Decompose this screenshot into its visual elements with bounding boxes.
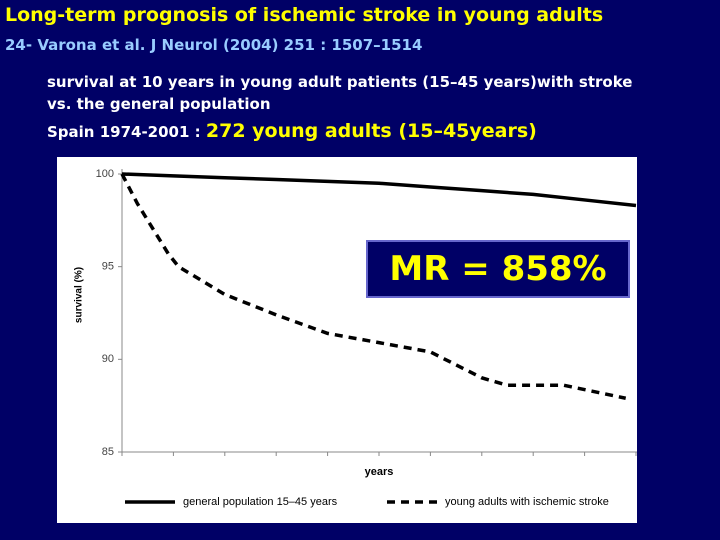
y-axis-label: survival (%) <box>74 267 85 323</box>
line <box>121 172 637 208</box>
y-tick-label: 85 <box>102 446 114 458</box>
description: Spain 1974-2001 : 272 young adults (15–4… <box>47 120 537 142</box>
legend-label: young adults with ischemic stroke <box>445 496 609 508</box>
description: survival at 10 years in young adult pati… <box>47 73 633 91</box>
highlight: 272 young adults (15–45years) <box>205 120 537 142</box>
subtitle: 24- Varona et al. J Neurol (2004) 251 : … <box>5 36 423 54</box>
x-axis-label: years <box>365 466 394 478</box>
y-tick-label: 90 <box>102 353 114 365</box>
description: vs. the general population <box>47 95 271 113</box>
legend-label: general population 15–45 years <box>183 496 338 508</box>
y-tick-label: 95 <box>102 261 114 273</box>
annotation: MR = 858% <box>366 240 630 298</box>
y-tick-label: 100 <box>96 168 114 180</box>
title: Long-term prognosis of ischemic stroke i… <box>5 4 604 26</box>
chart: 85 90 95 100 years survival (%) general popula… <box>57 157 637 523</box>
line <box>120 173 627 400</box>
description: Spain 1974-2001 : <box>47 123 206 141</box>
